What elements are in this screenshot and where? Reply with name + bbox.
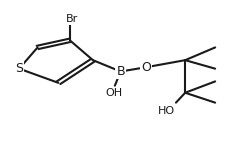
Text: Br: Br [66,14,78,24]
Text: S: S [15,62,23,75]
Text: OH: OH [105,88,122,98]
Text: O: O [140,61,150,74]
Text: B: B [116,65,124,78]
Text: HO: HO [158,106,175,116]
